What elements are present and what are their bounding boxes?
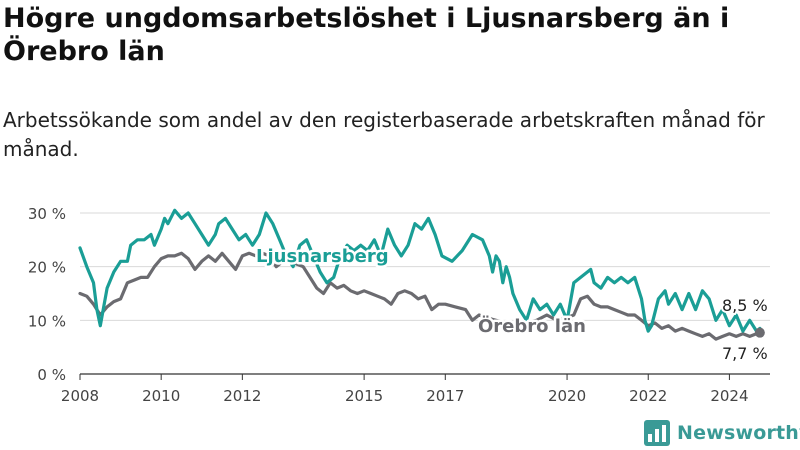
end-label-ljusnarsberg: 8,5 % <box>722 296 768 315</box>
x-tick-label: 2012 <box>223 387 261 405</box>
x-tick-label: 2017 <box>426 387 464 405</box>
end-point-orebro <box>754 327 765 338</box>
y-tick-label: 10 % <box>28 312 66 330</box>
x-tick-labels: 2008 2010 2012 2015 2017 2020 2022 2024 <box>61 374 749 405</box>
chart-subtitle: Arbetssökande som andel av den registerb… <box>3 108 765 161</box>
end-label-orebro: 7,7 % <box>722 344 768 363</box>
series-name-orebro: Örebro län <box>478 315 586 337</box>
x-tick-label: 2010 <box>142 387 180 405</box>
series-line-orebro <box>78 251 762 341</box>
y-tick-label: 20 % <box>28 259 66 277</box>
grid-lines <box>80 212 770 375</box>
newsworthy-logo-icon <box>644 420 670 446</box>
chart-title: Högre ungdomsarbetslöshet i Ljusnarsberg… <box>3 3 730 67</box>
y-tick-labels: 0 % 10 % 20 % 30 % <box>28 205 66 384</box>
x-tick-label: 2024 <box>710 387 748 405</box>
x-tick-label: 2020 <box>548 387 586 405</box>
brand-name: Newsworthy <box>677 422 800 444</box>
brand: Newsworthy <box>644 419 800 447</box>
x-tick-label: 2008 <box>61 387 99 405</box>
series-lines <box>78 208 765 341</box>
x-tick-label: 2022 <box>629 387 667 405</box>
y-tick-label: 0 % <box>37 366 66 384</box>
series-name-ljusnarsberg: Ljusnarsberg <box>256 246 389 267</box>
y-tick-label: 30 % <box>28 205 66 223</box>
x-tick-label: 2015 <box>345 387 383 405</box>
series-line-ljusnarsberg <box>78 208 762 333</box>
series-labels: Ljusnarsberg Örebro län 8,5 % 7,7 % <box>254 244 770 366</box>
